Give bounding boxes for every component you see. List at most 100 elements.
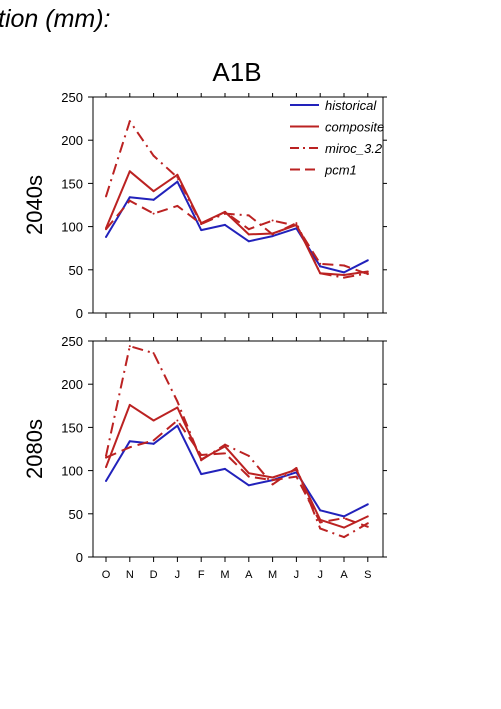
data-point-composite <box>176 173 179 176</box>
series-line-historical <box>105 424 369 518</box>
data-point-miroc-3-2 <box>247 214 250 217</box>
legend-label: miroc_3.2 <box>325 141 383 156</box>
data-point-pcm1 <box>105 228 107 231</box>
x-tick-label: S <box>364 569 371 581</box>
x-tick-label: F <box>198 569 205 581</box>
data-point-composite <box>152 190 155 193</box>
data-point-pcm1 <box>295 224 298 227</box>
data-point-historical <box>152 442 155 445</box>
data-point-composite <box>366 270 369 273</box>
x-tick-label: N <box>126 569 134 581</box>
data-point-miroc-3-2 <box>176 176 179 179</box>
data-point-composite <box>152 419 155 422</box>
data-point-composite <box>128 170 131 173</box>
legend-label: composite <box>325 120 384 135</box>
data-point-historical <box>319 509 322 512</box>
data-point-miroc-3-2 <box>295 222 298 225</box>
data-point-historical <box>271 235 274 238</box>
data-point-miroc-3-2 <box>366 522 369 525</box>
data-point-composite <box>176 406 179 409</box>
data-point-pcm1 <box>343 517 345 520</box>
x-tick-label: A <box>245 569 253 581</box>
data-point-pcm1 <box>271 479 274 482</box>
y-tick-label: 50 <box>69 263 83 278</box>
data-point-pcm1 <box>224 452 226 455</box>
data-point-composite <box>343 273 345 276</box>
series-line-composite <box>105 170 368 276</box>
data-point-miroc-3-2 <box>200 459 203 462</box>
series-line-miroc-3-2 <box>105 120 368 279</box>
y-axis-label: 2080s <box>22 419 47 479</box>
data-point-historical <box>152 198 155 201</box>
data-point-pcm1 <box>366 273 369 276</box>
data-point-miroc-3-2 <box>343 536 345 539</box>
y-tick-label: 250 <box>61 334 83 349</box>
data-point-pcm1 <box>128 446 131 449</box>
series-line-pcm1 <box>105 419 369 528</box>
y-tick-label: 0 <box>76 306 83 321</box>
y-tick-label: 100 <box>61 464 83 479</box>
legend-label: pcm1 <box>324 163 357 178</box>
data-point-pcm1 <box>105 456 107 459</box>
data-point-pcm1 <box>128 199 131 202</box>
data-point-composite <box>271 476 274 479</box>
y-axis-label: 2040s <box>22 175 47 235</box>
data-point-miroc-3-2 <box>319 272 322 275</box>
data-point-miroc-3-2 <box>176 400 179 403</box>
chart-panel-2040s: 0 50 100 150 200 250 2040s historical composite m… <box>22 90 387 321</box>
data-point-historical <box>105 479 107 482</box>
y-tick-label: 200 <box>61 133 83 148</box>
data-point-composite <box>105 466 107 469</box>
page-title-fragment: tion (mm): <box>0 5 111 33</box>
data-point-composite <box>128 403 131 406</box>
y-tick-label: 200 <box>61 377 83 392</box>
data-point-pcm1 <box>319 262 322 265</box>
data-point-pcm1 <box>176 204 179 207</box>
data-point-miroc-3-2 <box>128 345 131 348</box>
data-point-miroc-3-2 <box>343 276 345 279</box>
data-point-historical <box>200 473 203 476</box>
data-point-historical <box>128 196 131 199</box>
data-point-pcm1 <box>152 212 155 215</box>
legend-label: historical <box>325 98 377 113</box>
data-point-historical <box>176 180 179 183</box>
data-point-miroc-3-2 <box>224 443 226 446</box>
y-tick-label: 250 <box>61 90 83 105</box>
data-point-composite <box>366 515 369 518</box>
data-point-historical <box>366 259 369 262</box>
data-point-pcm1 <box>366 525 369 528</box>
data-point-pcm1 <box>224 210 226 213</box>
x-tick-label: J <box>317 569 323 581</box>
legend: historical composite miroc_3.2 pcm1 <box>290 98 384 178</box>
data-point-historical <box>247 240 250 243</box>
data-point-pcm1 <box>176 419 179 422</box>
series-line-pcm1 <box>105 199 369 276</box>
data-point-composite <box>247 472 250 475</box>
data-point-miroc-3-2 <box>295 467 298 470</box>
y-tick-label: 100 <box>61 220 83 235</box>
data-point-pcm1 <box>271 219 274 222</box>
plot-frame <box>92 340 384 558</box>
data-point-pcm1 <box>200 223 203 226</box>
data-point-historical <box>343 515 345 518</box>
data-point-miroc-3-2 <box>271 483 274 486</box>
data-point-historical <box>224 223 226 226</box>
data-point-pcm1 <box>247 475 250 478</box>
data-point-historical <box>319 265 322 268</box>
data-point-miroc-3-2 <box>105 195 107 198</box>
y-tick-label: 150 <box>61 420 83 435</box>
data-point-miroc-3-2 <box>271 233 274 236</box>
data-point-composite <box>247 233 250 236</box>
x-tick-label: O <box>102 569 111 581</box>
data-point-historical <box>224 467 226 470</box>
x-tick-label: M <box>268 569 277 581</box>
data-point-historical <box>343 271 345 274</box>
x-tick-label: J <box>175 569 181 581</box>
data-point-historical <box>247 484 250 487</box>
data-point-pcm1 <box>247 228 250 231</box>
data-point-miroc-3-2 <box>247 454 250 457</box>
chart-panel-2080s: 0 50 100 150 200 250 O N D J F M A M J J A S 2080s <box>22 334 387 581</box>
scenario-title: A1B <box>212 57 261 87</box>
series-line-historical <box>105 180 369 274</box>
